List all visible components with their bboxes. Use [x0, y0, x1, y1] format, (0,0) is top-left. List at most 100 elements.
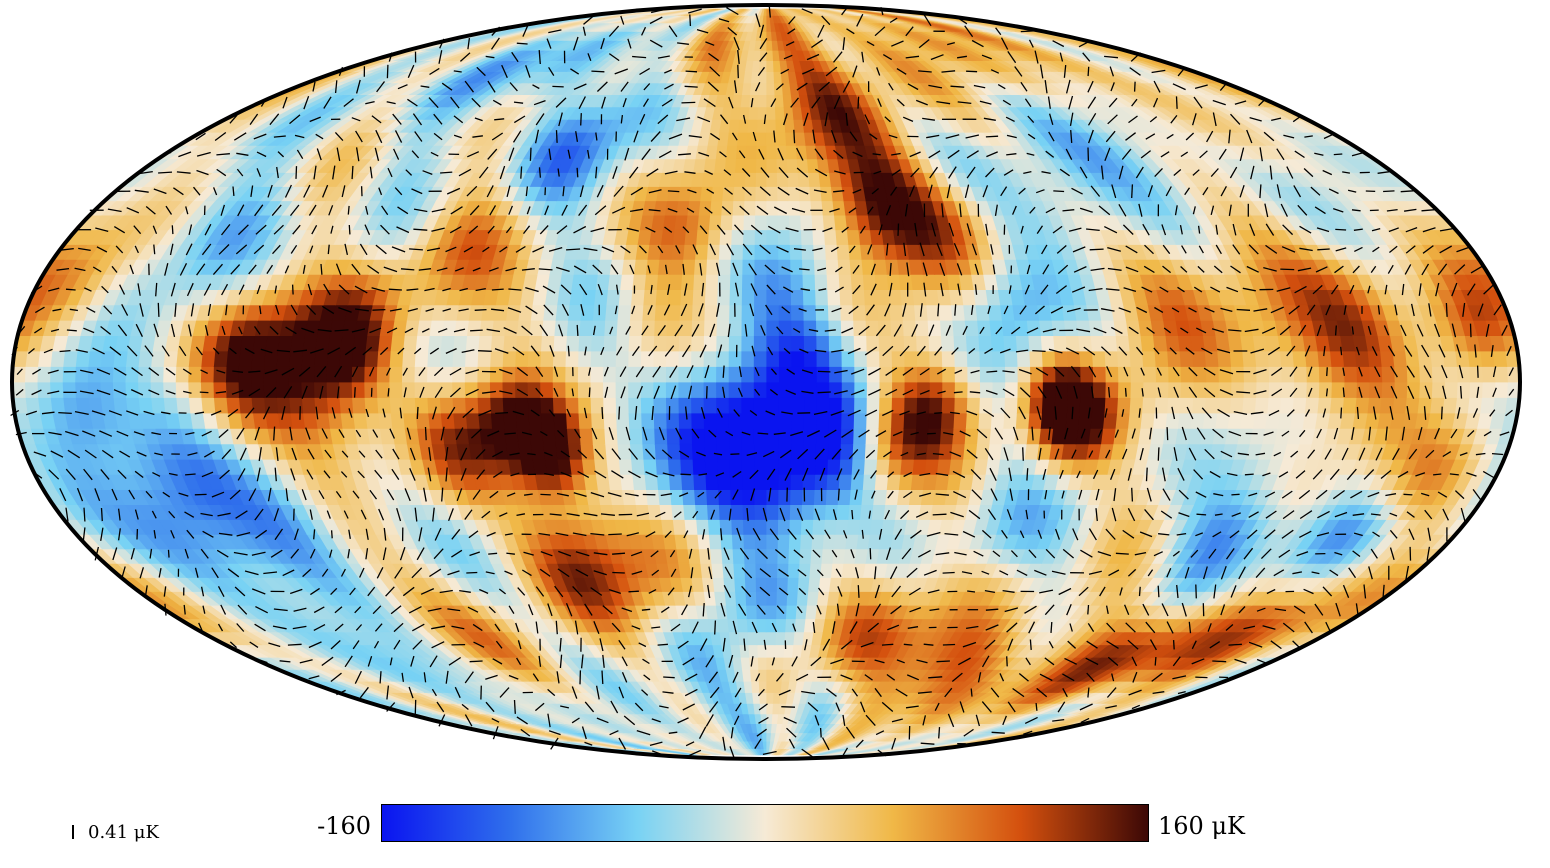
field-cell — [718, 504, 732, 520]
field-cell — [645, 258, 660, 275]
field-cell — [771, 703, 780, 715]
field-cell — [790, 427, 804, 445]
field-cell — [200, 350, 216, 367]
field-cell — [990, 350, 1006, 367]
field-cell — [861, 273, 877, 291]
field-cell — [753, 244, 767, 260]
field-cell — [376, 350, 391, 367]
field-cell — [124, 366, 139, 383]
field-cell — [740, 397, 754, 414]
field-cell — [187, 381, 202, 398]
field-cell — [1014, 412, 1030, 429]
field-cell — [438, 381, 453, 398]
field-cell — [1216, 350, 1232, 367]
field-cell — [24, 366, 39, 383]
field-cell — [746, 631, 758, 646]
field-cell — [1429, 350, 1445, 367]
field-cell — [24, 397, 41, 414]
field-cell — [1354, 350, 1370, 367]
field-cell — [821, 214, 836, 231]
field-cell — [87, 397, 103, 414]
field-cell — [715, 443, 730, 460]
field-cell — [501, 366, 516, 383]
field-cell — [1001, 319, 1016, 337]
field-cell — [413, 350, 429, 367]
field-cell — [708, 533, 722, 550]
field-cell — [865, 366, 880, 383]
field-cell — [790, 335, 805, 352]
field-cell — [715, 397, 729, 414]
field-cell — [808, 562, 822, 578]
field-cell — [402, 335, 418, 352]
field-cell — [791, 644, 803, 658]
field-cell — [1441, 350, 1458, 367]
field-cell — [936, 458, 951, 475]
field-cell — [803, 397, 817, 414]
field-cell — [965, 350, 980, 367]
field-cell — [643, 273, 659, 291]
field-cell — [1454, 350, 1470, 367]
field-cell — [834, 519, 849, 535]
field-cell — [913, 443, 928, 460]
field-cell — [1253, 397, 1269, 414]
field-cell — [922, 473, 938, 491]
field-cell — [787, 200, 801, 216]
field-cell — [872, 258, 887, 275]
field-cell — [877, 412, 892, 429]
field-cell — [514, 381, 528, 398]
field-cell — [705, 258, 719, 275]
field-cell — [212, 366, 227, 383]
field-cell — [728, 427, 742, 445]
field-cell — [681, 489, 696, 506]
field-cell — [99, 381, 114, 398]
field-cell — [788, 214, 801, 231]
field-cell — [669, 489, 684, 506]
field-cell — [1202, 335, 1218, 352]
field-cell — [677, 397, 692, 414]
field-cell — [1205, 366, 1219, 383]
field-cell — [441, 427, 457, 445]
field-cell — [1104, 366, 1119, 383]
field-cell — [1141, 350, 1156, 367]
field-cell — [1004, 381, 1018, 398]
field-cell — [62, 350, 78, 367]
field-cell — [891, 381, 905, 398]
field-cell — [501, 381, 516, 398]
field-cell — [685, 214, 699, 231]
field-cell — [875, 458, 890, 475]
field-cell — [915, 335, 930, 352]
field-cell — [1355, 381, 1370, 398]
field-cell — [414, 335, 430, 352]
field-cell — [1028, 397, 1043, 414]
field-cell — [263, 397, 279, 414]
field-cell — [827, 319, 842, 337]
field-cell — [765, 618, 777, 633]
field-cell — [785, 591, 798, 606]
field-cell — [755, 618, 767, 633]
field-cell — [852, 319, 867, 337]
field-cell — [489, 350, 504, 367]
field-cell — [923, 289, 939, 306]
field-cell — [652, 350, 667, 367]
field-cell — [1217, 366, 1232, 383]
field-cell — [755, 591, 767, 606]
field-cell — [666, 443, 681, 460]
field-cell — [1343, 366, 1358, 383]
field-cell — [814, 458, 828, 475]
field-cell — [1405, 381, 1420, 398]
field-cell — [313, 381, 327, 398]
field-cell — [250, 397, 266, 414]
field-cell — [74, 397, 91, 414]
field-cell — [564, 366, 579, 383]
field-cell — [564, 381, 579, 398]
field-cell — [1441, 397, 1458, 414]
field-cell — [846, 229, 861, 245]
field-cell — [621, 489, 636, 506]
field-cell — [658, 244, 673, 260]
field-cell — [740, 458, 755, 475]
field-cell — [702, 412, 717, 429]
field-cell — [827, 335, 842, 352]
field-cell — [1341, 397, 1357, 414]
field-cell — [928, 397, 943, 414]
field-cell — [691, 289, 706, 306]
